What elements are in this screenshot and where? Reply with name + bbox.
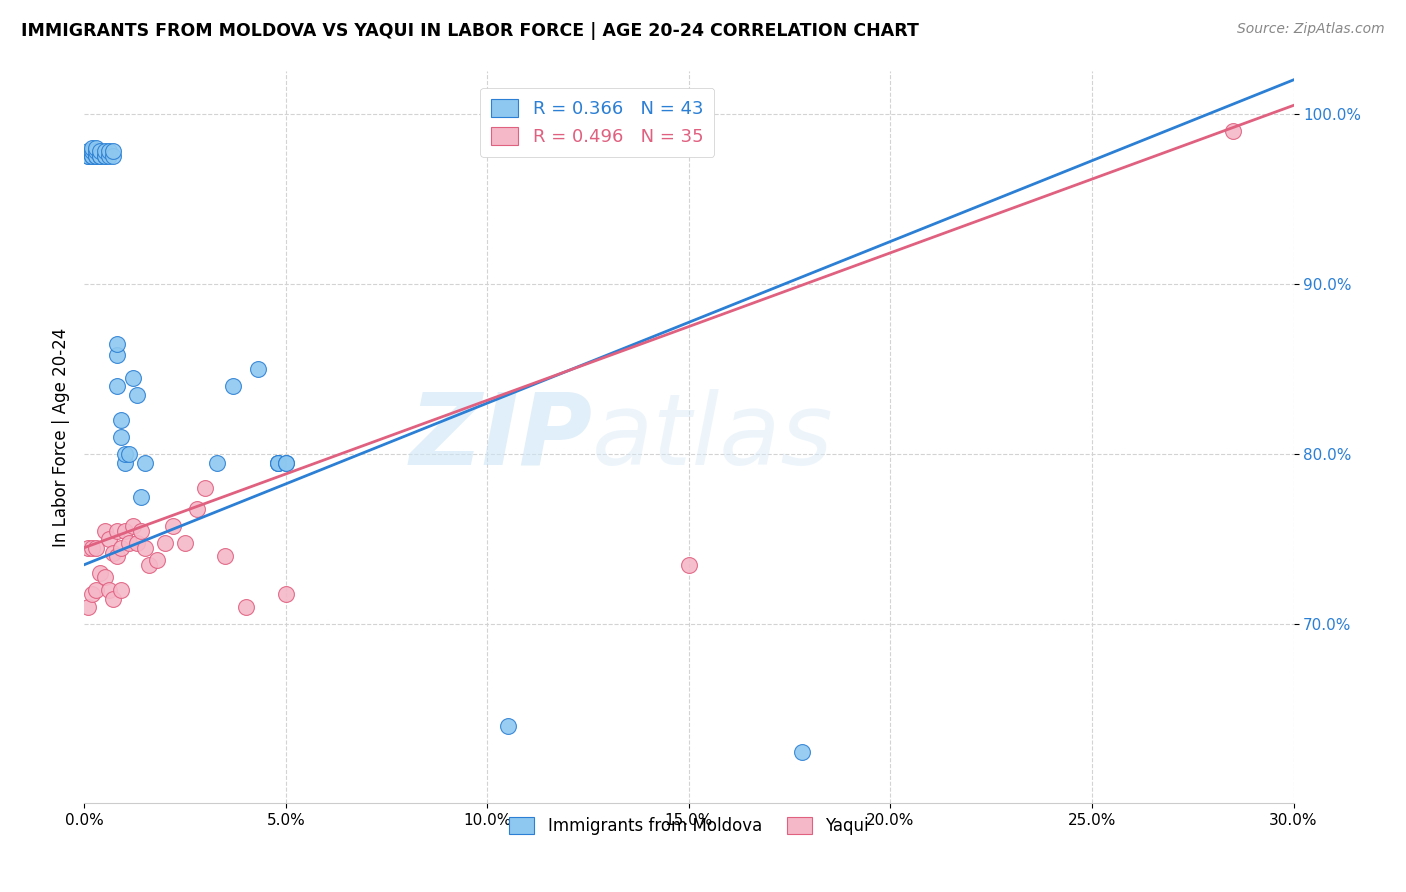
Point (274, 586, 297, 600)
Point (125, 387, 148, 401)
Point (77, 145, 100, 159)
Point (77, 541, 100, 555)
Point (118, 535, 141, 549)
Point (93, 145, 115, 159)
Point (246, 362, 269, 376)
Point (678, 558, 700, 572)
Text: atlas: atlas (592, 389, 834, 485)
Point (235, 600, 257, 615)
Point (89, 149, 111, 163)
Point (86, 149, 108, 163)
Point (134, 456, 156, 470)
Point (86, 583, 108, 598)
Point (174, 535, 197, 549)
Point (101, 591, 124, 606)
Point (114, 524, 136, 538)
Point (93, 524, 115, 538)
Point (86, 149, 108, 163)
Text: IMMIGRANTS FROM MOLDOVA VS YAQUI IN LABOR FORCE | AGE 20-24 CORRELATION CHART: IMMIGRANTS FROM MOLDOVA VS YAQUI IN LABO… (21, 22, 920, 40)
Point (1222, 124, 1244, 138)
Point (114, 447, 136, 461)
Point (186, 501, 208, 516)
Point (207, 456, 229, 470)
Point (105, 336, 128, 351)
Point (267, 456, 290, 470)
Point (118, 447, 141, 461)
Point (110, 583, 132, 598)
Point (101, 145, 124, 159)
Point (93, 569, 115, 583)
Point (110, 413, 132, 427)
Point (82, 145, 104, 159)
Point (129, 524, 152, 538)
Point (82, 141, 104, 155)
Point (89, 149, 111, 163)
Point (93, 149, 115, 163)
Point (89, 566, 111, 581)
Point (77, 149, 100, 163)
Text: Source: ZipAtlas.com: Source: ZipAtlas.com (1237, 22, 1385, 37)
Point (125, 535, 148, 549)
Y-axis label: In Labor Force | Age 20-24: In Labor Force | Age 20-24 (52, 327, 70, 547)
Point (222, 379, 245, 393)
Point (93, 149, 115, 163)
Point (121, 370, 143, 384)
Point (496, 719, 519, 733)
Point (82, 586, 104, 600)
Point (153, 535, 176, 549)
Point (77, 600, 100, 615)
Point (274, 456, 297, 470)
Point (214, 549, 236, 563)
Point (134, 541, 156, 555)
Point (101, 149, 124, 163)
Point (105, 524, 128, 538)
Point (110, 541, 132, 555)
Point (194, 481, 217, 495)
Point (86, 141, 108, 155)
Point (138, 558, 160, 572)
Point (105, 379, 128, 393)
Point (114, 456, 136, 470)
Point (110, 430, 132, 444)
Point (274, 456, 297, 470)
Point (790, 745, 813, 759)
Point (105, 348, 128, 362)
Point (97, 145, 120, 159)
Point (77, 149, 100, 163)
Point (97, 532, 120, 546)
Legend: Immigrants from Moldova, Yaqui: Immigrants from Moldova, Yaqui (502, 811, 876, 842)
Point (86, 541, 108, 555)
Point (162, 518, 184, 533)
Point (101, 546, 124, 560)
Point (267, 456, 290, 470)
Point (97, 583, 120, 598)
Point (105, 549, 128, 563)
Point (82, 541, 104, 555)
Point (267, 456, 290, 470)
Point (82, 149, 104, 163)
Point (89, 145, 111, 159)
Text: ZIP: ZIP (409, 389, 592, 485)
Point (146, 552, 169, 566)
Point (82, 149, 104, 163)
Point (129, 490, 152, 504)
Point (121, 518, 143, 533)
Point (97, 149, 120, 163)
Point (86, 145, 108, 159)
